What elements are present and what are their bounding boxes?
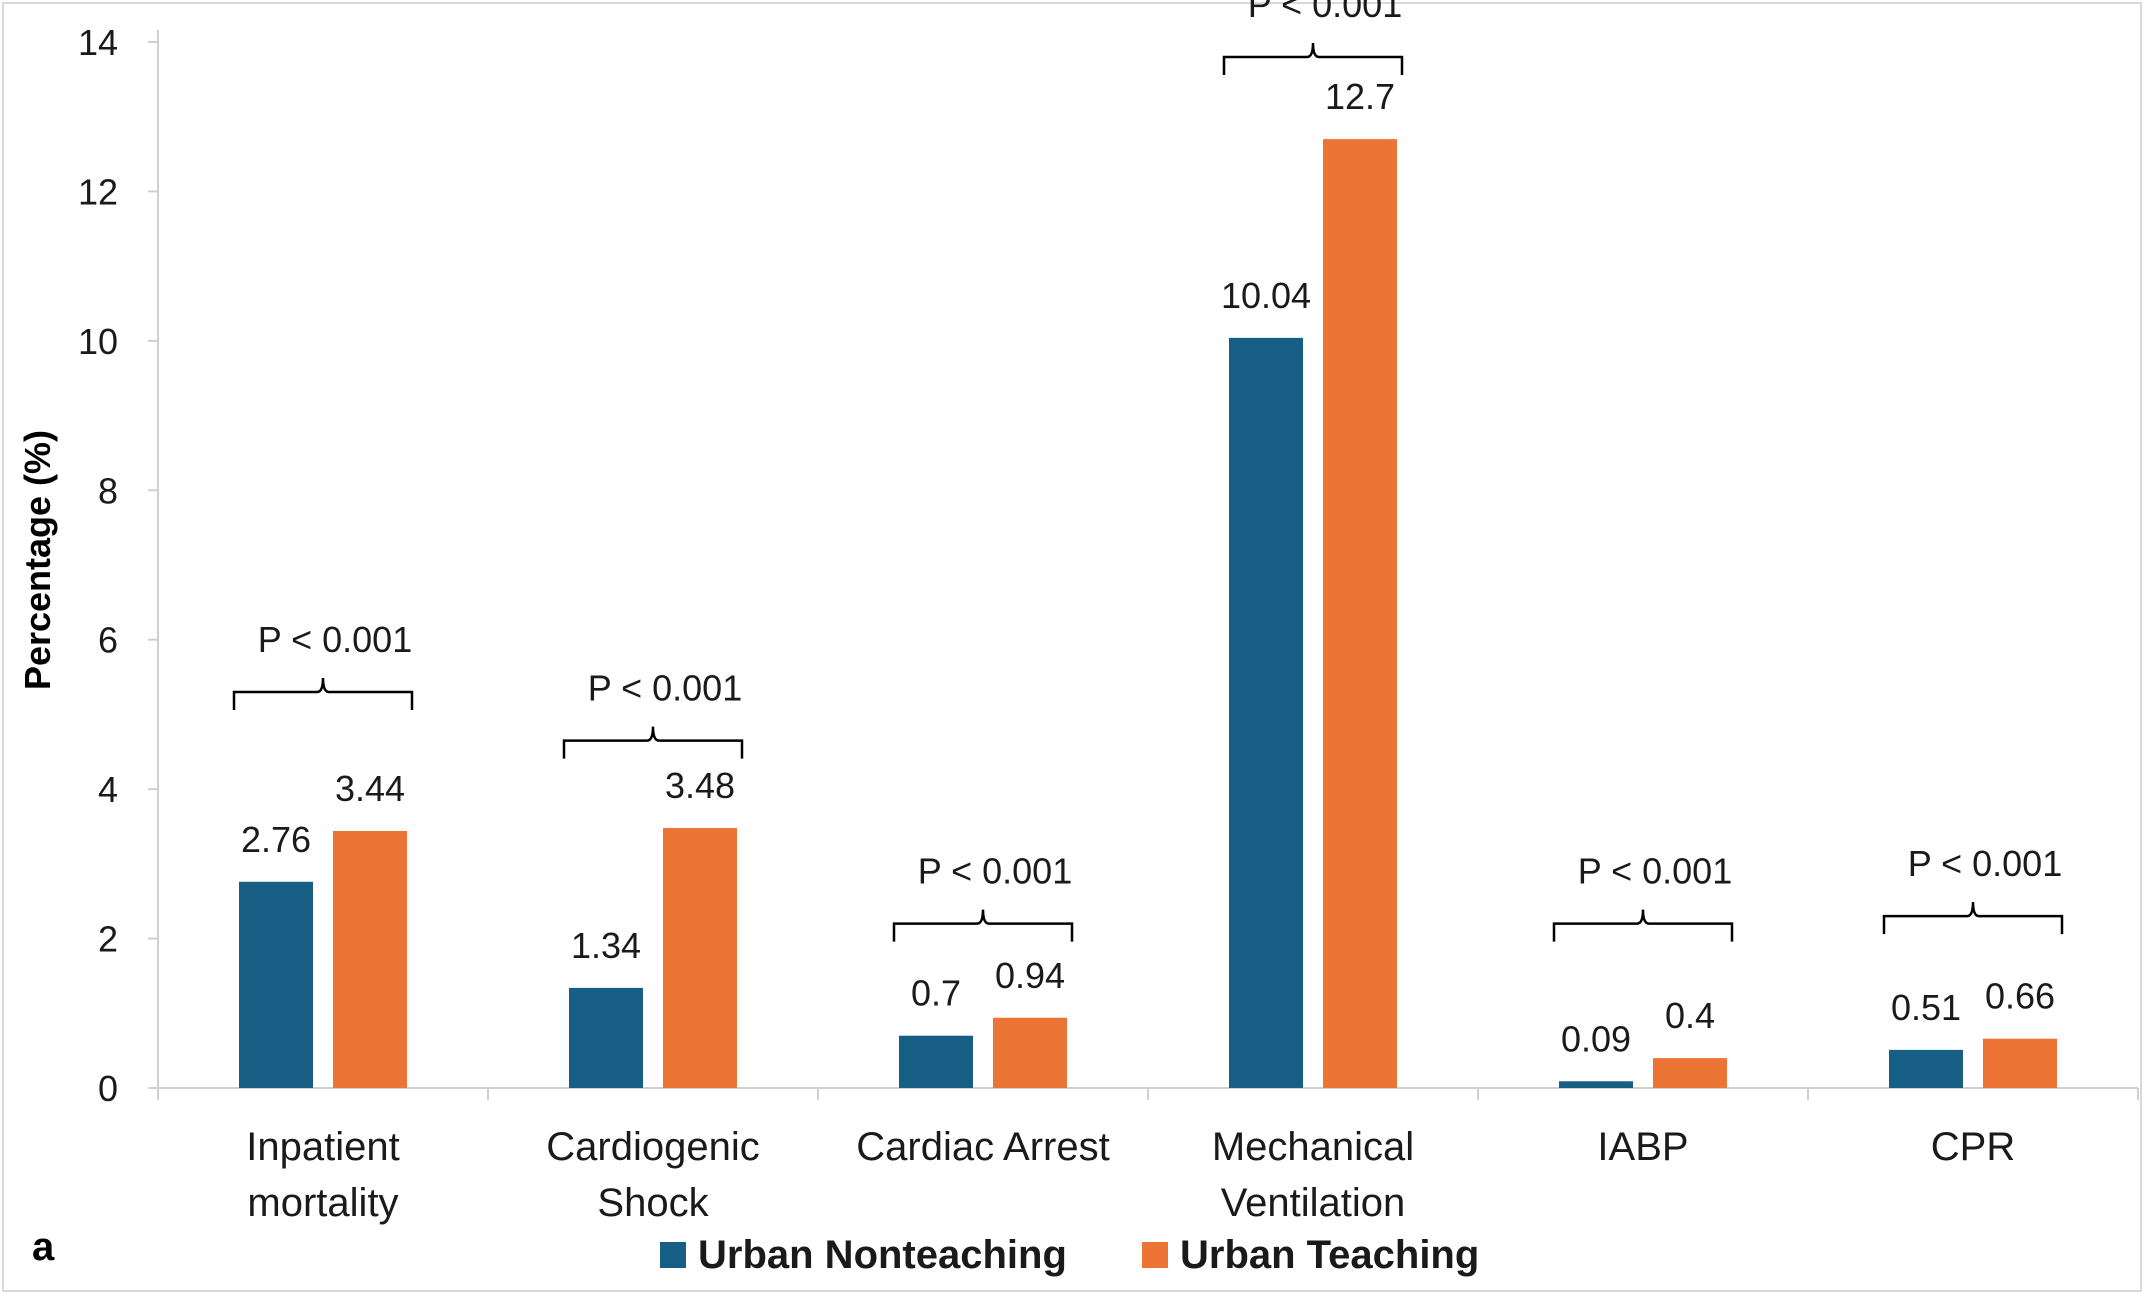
data-label: 1.34 bbox=[571, 925, 641, 966]
bar-urban-nonteaching bbox=[569, 987, 643, 1088]
data-label: 0.51 bbox=[1891, 987, 1961, 1028]
y-tick-label: 14 bbox=[78, 22, 118, 63]
data-label: 0.09 bbox=[1561, 1018, 1631, 1059]
bar-urban-nonteaching bbox=[1229, 337, 1303, 1089]
bar-urban-teaching bbox=[1323, 139, 1397, 1089]
y-axis-title: Percentage (%) bbox=[17, 430, 58, 690]
data-label: 3.48 bbox=[665, 765, 735, 806]
p-value-label: P < 0.001 bbox=[918, 851, 1072, 892]
significance-bracket bbox=[1552, 909, 1734, 942]
p-value-label: P < 0.001 bbox=[258, 619, 412, 660]
legend-label: Urban Nonteaching bbox=[698, 1233, 1067, 1277]
x-category-label: CPR bbox=[1931, 1125, 2015, 1169]
bar-urban-teaching bbox=[1653, 1058, 1727, 1088]
y-tick-label: 6 bbox=[98, 620, 118, 661]
bar-urban-nonteaching bbox=[899, 1035, 973, 1088]
p-value-label: P < 0.001 bbox=[1908, 843, 2062, 884]
bar-urban-teaching bbox=[663, 827, 737, 1088]
y-tick-label: 4 bbox=[98, 769, 118, 810]
significance-bracket bbox=[1882, 902, 2064, 935]
x-category-label: Shock bbox=[597, 1181, 709, 1225]
significance-bracket bbox=[1222, 42, 1404, 75]
y-tick-label: 0 bbox=[98, 1068, 118, 1109]
bar-urban-nonteaching bbox=[239, 881, 313, 1088]
significance-bracket bbox=[892, 909, 1074, 942]
y-tick-label: 12 bbox=[78, 171, 118, 212]
x-category-label: Cardiac Arrest bbox=[856, 1125, 1109, 1169]
bar-urban-teaching bbox=[333, 830, 407, 1088]
data-label: 3.44 bbox=[335, 768, 405, 809]
x-category-label: Cardiogenic bbox=[546, 1125, 759, 1169]
x-category-label: mortality bbox=[247, 1181, 398, 1225]
p-value-label: P < 0.001 bbox=[1248, 0, 1402, 25]
bar-urban-nonteaching bbox=[1889, 1049, 1963, 1088]
bar-urban-teaching bbox=[993, 1017, 1067, 1088]
legend-label: Urban Teaching bbox=[1180, 1233, 1479, 1277]
data-label: 0.94 bbox=[995, 955, 1065, 996]
x-category-label: Ventilation bbox=[1221, 1181, 1406, 1225]
data-label: 12.7 bbox=[1325, 76, 1395, 117]
y-tick-label: 10 bbox=[78, 321, 118, 362]
legend-swatch-urban-nonteaching bbox=[660, 1242, 686, 1268]
bar-urban-nonteaching bbox=[1559, 1081, 1633, 1088]
significance-bracket bbox=[232, 678, 414, 711]
p-value-label: P < 0.001 bbox=[1578, 851, 1732, 892]
legend-swatch-urban-teaching bbox=[1142, 1242, 1168, 1268]
data-label: 0.7 bbox=[911, 973, 961, 1014]
bar-urban-teaching bbox=[1983, 1038, 2057, 1088]
data-label: 0.4 bbox=[1665, 995, 1715, 1036]
x-category-label: IABP bbox=[1597, 1125, 1688, 1169]
significance-bracket bbox=[562, 726, 744, 759]
panel-label: a bbox=[32, 1225, 55, 1269]
y-tick-label: 2 bbox=[98, 919, 118, 960]
x-category-label: Inpatient bbox=[246, 1125, 399, 1169]
data-label: 0.66 bbox=[1985, 976, 2055, 1017]
p-value-label: P < 0.001 bbox=[588, 668, 742, 709]
y-tick-label: 8 bbox=[98, 470, 118, 511]
data-label: 2.76 bbox=[241, 819, 311, 860]
x-category-label: Mechanical bbox=[1212, 1125, 1414, 1169]
data-label: 10.04 bbox=[1221, 275, 1311, 316]
